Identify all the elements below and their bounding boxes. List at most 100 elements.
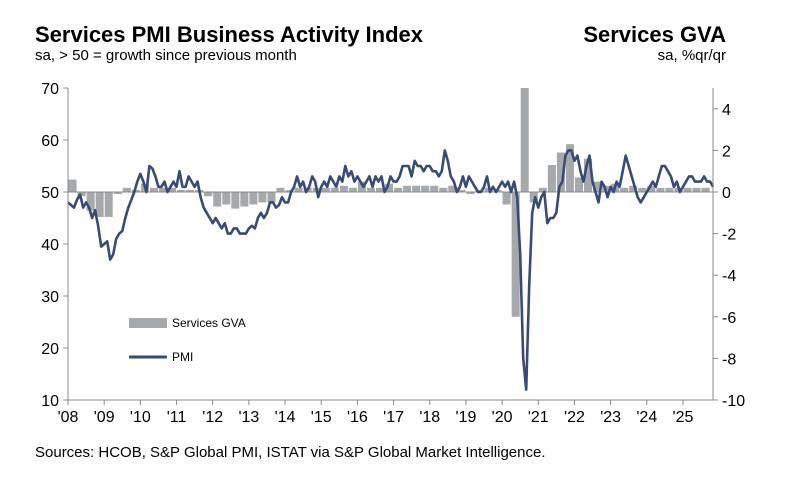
gva-bar xyxy=(285,189,294,192)
gva-bar xyxy=(222,192,231,205)
right-tick-label: -6 xyxy=(722,310,736,327)
gva-bar xyxy=(574,177,583,192)
x-tick-label: '14 xyxy=(275,409,296,426)
x-tick-label: '13 xyxy=(238,409,259,426)
right-tick-label: 0 xyxy=(722,185,731,202)
left-tick-label: 50 xyxy=(41,185,59,202)
gva-bar xyxy=(502,192,511,205)
right-tick-label: -2 xyxy=(722,227,736,244)
gva-bar xyxy=(375,187,385,192)
gva-bar xyxy=(213,192,222,207)
gva-bar xyxy=(638,187,647,192)
x-tick-label: '21 xyxy=(528,409,549,426)
chart-subtitle: sa, > 50 = growth since previous month xyxy=(35,47,297,64)
axes: 10 20 30 40 50 60 70 -10 -8 -6 -4 -2 0 2 4 '08 '09 '10 '11… xyxy=(41,81,745,426)
gva-bar xyxy=(647,185,656,192)
gva-bar xyxy=(412,185,421,192)
gva-bar xyxy=(294,187,303,192)
x-tick-label: '23 xyxy=(600,409,621,426)
gva-bar xyxy=(511,192,520,317)
gva-bar xyxy=(593,181,602,192)
right-tick-label: -10 xyxy=(722,393,745,410)
x-tick-label: '12 xyxy=(202,409,223,426)
gva-bar xyxy=(430,185,439,192)
gva-bar xyxy=(177,189,186,192)
x-tick-label: '11 xyxy=(167,409,187,426)
left-tick-label: 20 xyxy=(41,341,59,358)
gva-bar xyxy=(421,185,430,192)
legend-gva-swatch xyxy=(129,318,167,328)
left-tick-label: 60 xyxy=(41,133,59,150)
left-tick-label: 10 xyxy=(41,393,59,410)
gva-bars xyxy=(68,88,710,317)
gva-bar xyxy=(95,192,104,217)
gva-bar xyxy=(565,144,574,192)
legend-gva-label: Services GVA xyxy=(172,316,246,330)
gva-bar xyxy=(204,192,213,197)
gva-bar xyxy=(538,187,547,192)
x-tick-label: '18 xyxy=(419,409,440,426)
gva-bar xyxy=(403,185,412,192)
x-tick-label: '08 xyxy=(58,409,79,426)
legend-pmi-label: PMI xyxy=(172,350,193,364)
left-tick-label: 70 xyxy=(41,81,59,98)
gva-bar xyxy=(348,187,357,192)
gva-bar xyxy=(113,192,122,195)
gva-bar xyxy=(448,185,457,192)
left-tick-label: 30 xyxy=(41,289,59,306)
x-tick-label: '09 xyxy=(94,409,115,426)
gva-bar xyxy=(457,189,466,192)
gva-bar xyxy=(167,187,177,192)
gva-bar xyxy=(330,187,339,192)
x-tick-label: '15 xyxy=(311,409,332,426)
gva-bar xyxy=(701,187,710,192)
gva-bar xyxy=(620,187,629,192)
right-tick-label: -8 xyxy=(722,351,736,368)
right-tick-label: 4 xyxy=(722,102,731,119)
x-tick-label: '17 xyxy=(383,409,404,426)
legend: Services GVA PMI xyxy=(129,316,246,364)
x-tick-label: '10 xyxy=(130,409,151,426)
gva-bar xyxy=(231,192,240,209)
gva-bar xyxy=(439,187,448,192)
gva-bar xyxy=(556,152,565,192)
gva-bar xyxy=(267,192,276,203)
gva-bar xyxy=(385,183,394,192)
gva-bar xyxy=(86,192,95,211)
gva-bar xyxy=(240,192,249,207)
x-tick-label: '20 xyxy=(492,409,513,426)
x-tick-label: '25 xyxy=(673,409,694,426)
pmi-series-line xyxy=(67,149,715,391)
gva-bar xyxy=(466,192,475,195)
gva-bar xyxy=(366,187,375,192)
gva-bar xyxy=(339,185,348,192)
x-tick-label: '16 xyxy=(347,409,368,426)
gva-bar xyxy=(629,185,638,192)
gva-bar xyxy=(68,179,77,192)
gva-bar xyxy=(656,187,665,192)
gva-bar xyxy=(258,192,267,203)
x-tick-label: '22 xyxy=(564,409,585,426)
gva-bar xyxy=(665,187,674,192)
gva-bar xyxy=(529,192,538,203)
gva-bar xyxy=(276,187,285,192)
chart-title: Services PMI Business Activity Index xyxy=(35,22,424,47)
gva-bar xyxy=(77,192,86,197)
gva-bar xyxy=(249,192,258,205)
x-tick-label: '19 xyxy=(455,409,476,426)
gva-bar xyxy=(104,192,113,217)
left-tick-label: 40 xyxy=(41,237,59,254)
right-tick-label: 2 xyxy=(722,143,731,160)
gva-bar xyxy=(321,187,330,192)
gva-bar xyxy=(547,164,556,192)
gva-bar xyxy=(520,88,529,192)
gva-bar xyxy=(149,187,158,192)
gva-bar xyxy=(583,158,593,192)
gva-bar xyxy=(122,187,131,192)
gva-bar xyxy=(692,187,701,192)
x-tick-label: '24 xyxy=(636,409,657,426)
gva-bar xyxy=(683,187,692,192)
right-tick-label: -4 xyxy=(722,268,736,285)
gva-bar xyxy=(158,187,167,192)
